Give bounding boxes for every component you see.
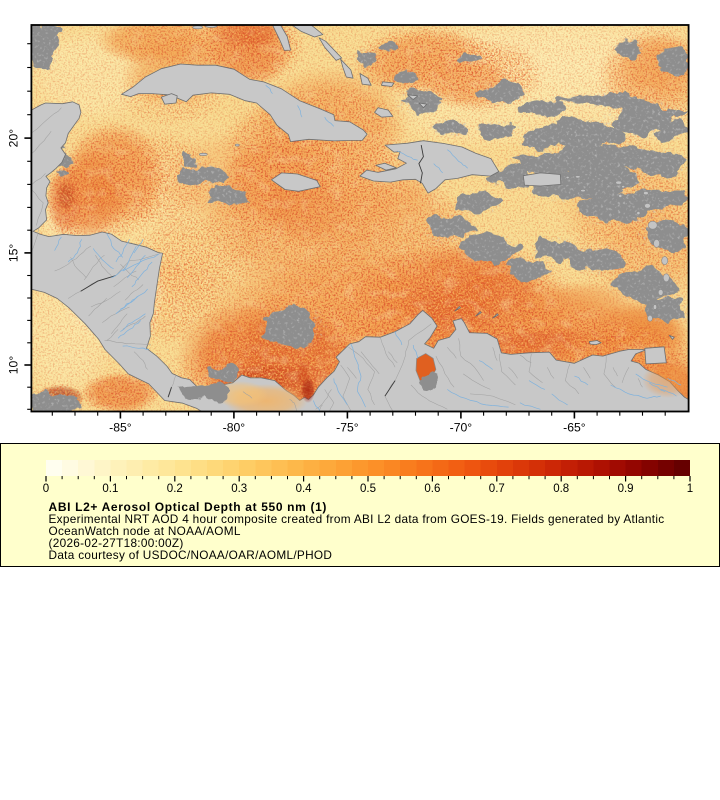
svg-text:15°: 15° [7,244,21,263]
svg-text:-80°: -80° [223,420,246,434]
svg-text:-70°: -70° [450,420,473,434]
svg-text:-65°: -65° [563,420,586,434]
svg-text:-75°: -75° [336,420,359,434]
svg-text:10°: 10° [7,356,21,375]
svg-text:20°: 20° [7,129,21,148]
svg-text:-85°: -85° [109,420,132,434]
